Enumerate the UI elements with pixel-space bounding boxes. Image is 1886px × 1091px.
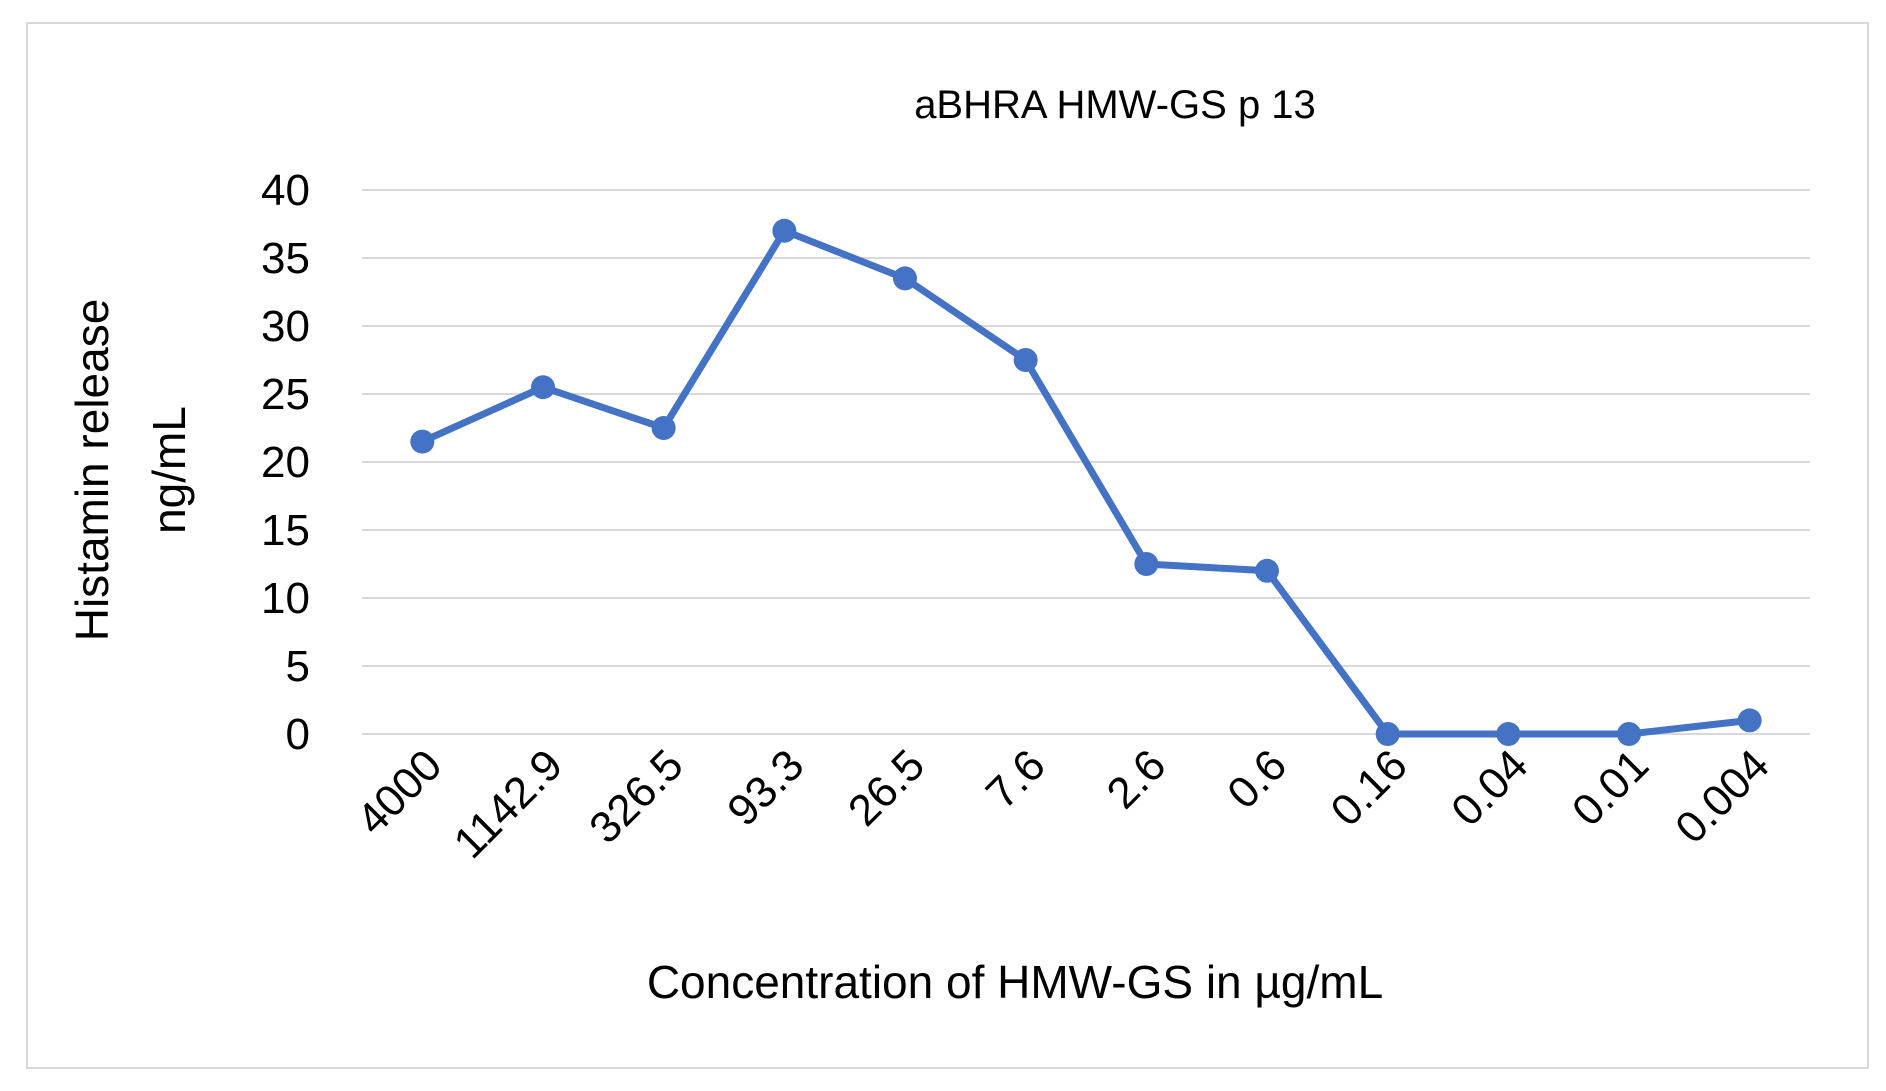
x-tick-label: 0.6 <box>1218 740 1296 818</box>
data-point <box>772 218 797 243</box>
y-tick-label: 0 <box>286 710 310 759</box>
data-point <box>1737 708 1762 733</box>
data-point <box>410 429 435 454</box>
chart-title: aBHRA HMW-GS p 13 <box>914 83 1316 127</box>
series-layer <box>410 218 1762 746</box>
x-tick-label: 7.6 <box>977 740 1055 818</box>
data-point <box>1496 722 1521 746</box>
x-axis-title: Concentration of HMW-GS in µg/mL <box>647 956 1383 1008</box>
data-point <box>1255 558 1279 583</box>
y-tick-label: 40 <box>261 166 310 215</box>
x-tick-label: 26.5 <box>839 740 934 835</box>
y-tick-label: 25 <box>261 370 310 419</box>
data-point <box>1375 722 1400 746</box>
data-point <box>1617 722 1641 746</box>
y-tick-label: 30 <box>261 302 310 351</box>
data-point <box>1134 552 1159 576</box>
x-tick-label: 0.16 <box>1322 740 1417 835</box>
x-tick-label: 2.6 <box>1098 740 1176 818</box>
x-tick-label: 0.004 <box>1666 740 1779 853</box>
y-axis-title-line-2: ng/mL <box>143 406 195 534</box>
x-tick-label: 0.01 <box>1563 740 1658 835</box>
y-axis-title-line-1: Histamin release <box>66 299 118 642</box>
y-tick-label: 15 <box>261 506 310 555</box>
data-point <box>531 375 555 400</box>
y-tick-label: 5 <box>286 642 310 691</box>
x-tick-label: 93.3 <box>718 740 813 835</box>
y-tick-label: 20 <box>261 438 310 487</box>
chart-frame <box>26 22 1869 1069</box>
x-tick-label: 0.04 <box>1442 740 1537 835</box>
x-tick-label: 1142.9 <box>445 740 573 868</box>
data-point <box>1013 348 1038 372</box>
y-tick-label: 10 <box>261 574 310 623</box>
y-axis-ticks: 0 5 10 15 20 25 30 35 40 <box>261 166 310 759</box>
data-point <box>893 266 917 291</box>
y-tick-label: 35 <box>261 234 310 283</box>
x-tick-label: 326.5 <box>580 740 693 853</box>
series-line <box>418 227 1754 738</box>
x-tick-label: 4000 <box>348 740 452 844</box>
data-point <box>651 416 676 440</box>
